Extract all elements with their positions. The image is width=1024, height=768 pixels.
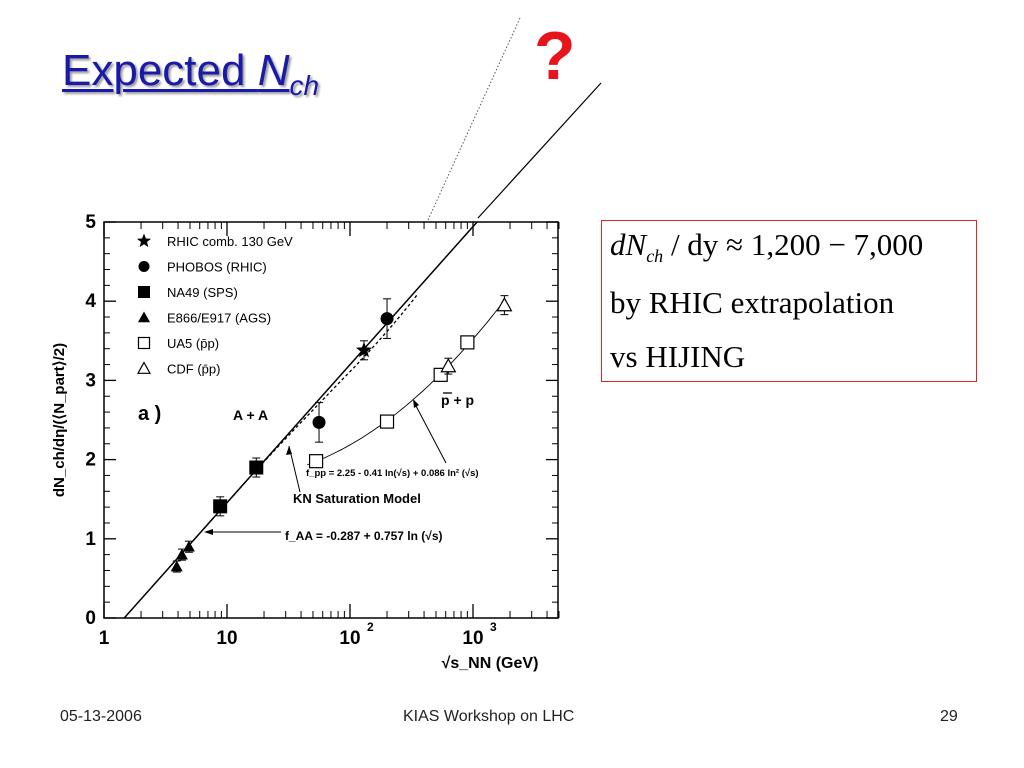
pp-label: p + p — [441, 392, 474, 408]
data-point-square — [249, 460, 264, 475]
info-range: / dy ≈ 1,200 − 7,000 — [663, 227, 924, 262]
data-point-open-triangle — [440, 357, 457, 373]
legend-label: RHIC comb. 130 GeV — [167, 234, 293, 249]
title-text: Expected — [62, 46, 258, 95]
footer-event: KIAS Workshop on LHC — [403, 708, 575, 725]
x-tick-label: 1 — [99, 628, 110, 649]
title-n: N — [257, 46, 290, 95]
faa-arrow-head — [204, 529, 213, 535]
data-point-triangle — [170, 560, 183, 572]
kn-model-label: KN Saturation Model — [293, 491, 421, 506]
panel-label: a ) — [138, 403, 161, 425]
fpp-arrow-head — [413, 399, 419, 408]
legend-marker-open-square — [137, 336, 151, 350]
data-point-circle — [380, 312, 394, 326]
y-tick-label: 1 — [85, 529, 96, 550]
y-axis-label: dN_ch/dη/(⟨N_part⟩/2) — [51, 343, 68, 497]
x-tick-exponent: 3 — [490, 620, 497, 634]
legend-label: UA5 (p̄p) — [167, 336, 219, 351]
slide-title: Expected Nch — [62, 46, 319, 102]
x-tick-label: 10 — [462, 628, 483, 649]
footer-date: 05-13-2006 — [60, 708, 142, 725]
info-line-3: vs HIJING — [610, 339, 746, 374]
legend-label: CDF (p̄p) — [167, 362, 220, 377]
info-var-subscript: ch — [646, 246, 664, 267]
y-tick-label: 0 — [85, 608, 96, 629]
legend-marker-open-triangle — [136, 361, 152, 374]
y-tick-label: 5 — [85, 212, 96, 233]
kn-saturation-curve — [177, 293, 419, 559]
legend-label: NA49 (SPS) — [167, 285, 238, 300]
data-point-open-triangle — [496, 296, 513, 312]
data-point-open-square — [308, 454, 324, 469]
x-tick-label: 10 — [216, 628, 237, 649]
kn-arrow-head — [286, 446, 292, 455]
legend: RHIC comb. 130 GeV PHOBOS (RHIC) NA49 (SPS… — [136, 233, 293, 377]
faa-extrapolation-line — [477, 82, 602, 219]
fpp-formula-label: f_pp = 2.25 - 0.41 ln(√s) + 0.086 ln² (√… — [306, 468, 479, 479]
data-point-square — [213, 499, 228, 514]
question-mark: ? — [534, 18, 576, 94]
legend-marker-star — [136, 233, 152, 248]
x-tick-label: 10 — [339, 628, 360, 649]
data-point-triangle — [182, 540, 195, 552]
legend-marker-triangle — [138, 311, 150, 323]
legend-label: E866/E917 (AGS) — [167, 311, 271, 326]
legend-label: PHOBOS (RHIC) — [167, 260, 267, 275]
info-box: dNch / dy ≈ 1,200 − 7,000 by RHIC extrap… — [601, 220, 977, 382]
data-points — [170, 295, 513, 573]
extrapolation-lines — [427, 17, 602, 221]
data-point-open-square — [379, 414, 395, 429]
fpp-arrow — [414, 403, 447, 464]
data-point-circle — [312, 415, 326, 429]
plot-frame — [103, 221, 559, 619]
info-line-1: dNch / dy ≈ 1,200 − 7,000 — [610, 227, 923, 267]
aa-label: A + A — [233, 407, 268, 423]
title-subscript: ch — [289, 69, 320, 101]
kn-extrapolation-line — [427, 17, 521, 221]
info-line-2: by RHIC extrapolation — [610, 285, 895, 320]
footer-page-number: 29 — [940, 708, 958, 725]
faa-formula-label: f_AA = -0.287 + 0.757 ln (√s) — [285, 529, 443, 543]
y-tick-label: 2 — [85, 450, 96, 471]
data-point-open-square — [460, 335, 475, 350]
legend-marker-square — [138, 286, 150, 298]
data-point-triangle — [175, 548, 188, 560]
x-axis-label: √s_NN (GeV) — [442, 655, 539, 672]
fpp-fit-curve — [307, 300, 505, 466]
y-tick-label: 4 — [85, 291, 96, 312]
y-tick-label: 3 — [85, 370, 96, 391]
info-var: dN — [610, 227, 647, 262]
legend-marker-circle — [138, 261, 150, 272]
x-tick-exponent: 2 — [367, 620, 374, 634]
data-point-star — [355, 341, 373, 358]
